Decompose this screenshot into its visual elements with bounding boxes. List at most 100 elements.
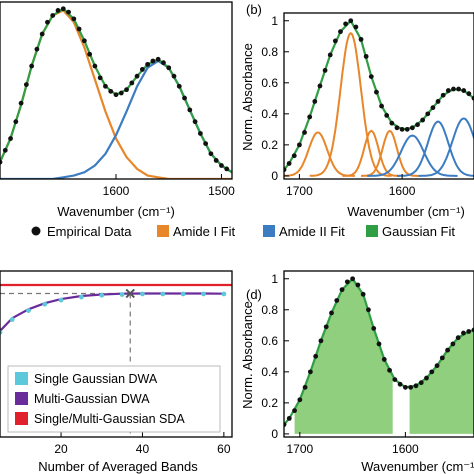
component-peak-amide-i-fit (342, 129, 401, 177)
component-peak-amide-i-fit (284, 131, 355, 177)
data-point (360, 291, 366, 297)
data-point (208, 151, 214, 157)
x-tick-label: 20 (54, 442, 68, 456)
data-point (55, 8, 61, 13)
data-point (466, 329, 472, 334)
data-point (42, 301, 48, 307)
data-point (409, 125, 415, 131)
data-point (180, 291, 186, 297)
panel-c-legend-swatch (15, 372, 28, 385)
data-point (322, 68, 328, 73)
data-point (81, 38, 87, 44)
data-point (456, 86, 461, 92)
y-tick-label: 1 (271, 272, 278, 286)
data-point (355, 282, 361, 288)
averaged-band-area (409, 330, 474, 434)
y-tick-label: 0.4 (261, 107, 278, 121)
data-point (420, 117, 426, 123)
data-point (384, 112, 390, 118)
data-point (435, 99, 441, 104)
data-point (397, 381, 403, 387)
data-point (45, 19, 50, 25)
data-point (387, 367, 392, 373)
series-line-multi-gaussian-dwa (0, 292, 224, 332)
y-tick-label: 0.8 (261, 45, 278, 59)
panel-d-frame (283, 270, 474, 438)
data-point (161, 60, 166, 66)
data-point (307, 369, 313, 375)
panel-b-label: (b) (246, 2, 262, 17)
legend-marker-empirical-data (31, 226, 41, 236)
data-point (371, 326, 377, 331)
data-point (134, 73, 140, 79)
data-point (450, 341, 456, 347)
data-point (302, 384, 308, 390)
data-point (13, 119, 19, 125)
data-point (445, 88, 451, 93)
y-tick-label: 0.2 (261, 138, 278, 152)
data-point (323, 324, 329, 330)
data-point (92, 63, 98, 69)
data-point (344, 279, 350, 285)
data-point (103, 83, 108, 89)
data-point (379, 103, 384, 109)
data-point (404, 126, 410, 132)
data-point (413, 383, 419, 389)
data-point (87, 51, 93, 57)
selected-point-marker (125, 288, 135, 299)
data-point (353, 24, 359, 30)
data-point (292, 408, 297, 414)
y-tick-label: 0.6 (261, 334, 278, 348)
data-point (399, 126, 405, 132)
data-point (29, 63, 35, 69)
data-point (424, 375, 429, 381)
panel-c-frame (0, 270, 233, 438)
data-point (160, 291, 166, 297)
data-point (402, 384, 408, 390)
component-peak-amide-i-fit (309, 31, 392, 177)
data-point (381, 357, 387, 362)
legend: Empirical Data Amide I Fit Amide II Fit Gau… (31, 224, 455, 239)
data-point (66, 9, 71, 15)
panel-c-legend-label: Single/Multi-Gaussian SDA (34, 412, 185, 426)
data-point (455, 335, 461, 341)
data-point (307, 114, 313, 120)
y-tick-label: 1 (271, 14, 278, 28)
data-point (291, 153, 297, 159)
data-point (192, 119, 198, 125)
data-point (392, 377, 398, 382)
data-point (343, 21, 349, 27)
data-point (376, 341, 382, 347)
data-point (415, 122, 420, 128)
x-tick-label: 1700 (286, 184, 313, 198)
data-point (221, 291, 227, 297)
x-tick-label: 60 (217, 442, 231, 456)
data-point (429, 369, 435, 375)
data-point (124, 87, 129, 93)
x-tick-label: 1600 (103, 184, 130, 198)
data-point (182, 95, 187, 101)
data-point (297, 142, 302, 148)
data-point (334, 298, 340, 303)
y-tick-label: 0 (271, 169, 278, 183)
data-point (461, 88, 467, 93)
data-point (23, 82, 29, 87)
data-point (338, 29, 343, 35)
data-point (317, 83, 323, 89)
legend-swatch (366, 225, 378, 237)
x-tick-label: 1600 (392, 442, 419, 456)
data-point (166, 65, 172, 71)
panel-d: 1700 1600 0 0.2 0.4 0.6 0.8 1 (d) Norm. Absorba… (240, 270, 474, 474)
data-point (350, 276, 356, 282)
legend-label: Gaussian Fit (382, 224, 455, 239)
series-line-gaussian-fit (0, 7, 232, 174)
data-point (213, 158, 219, 163)
x-tick-label: 1700 (286, 442, 313, 456)
data-point (201, 291, 206, 297)
data-point (461, 330, 466, 336)
panel-a: 1600 1500 Wavenumber (cm⁻¹) (0, 1, 235, 219)
x-tick-label: 1600 (389, 184, 416, 198)
data-point (286, 161, 292, 166)
data-point (339, 287, 345, 293)
data-point (145, 61, 151, 67)
